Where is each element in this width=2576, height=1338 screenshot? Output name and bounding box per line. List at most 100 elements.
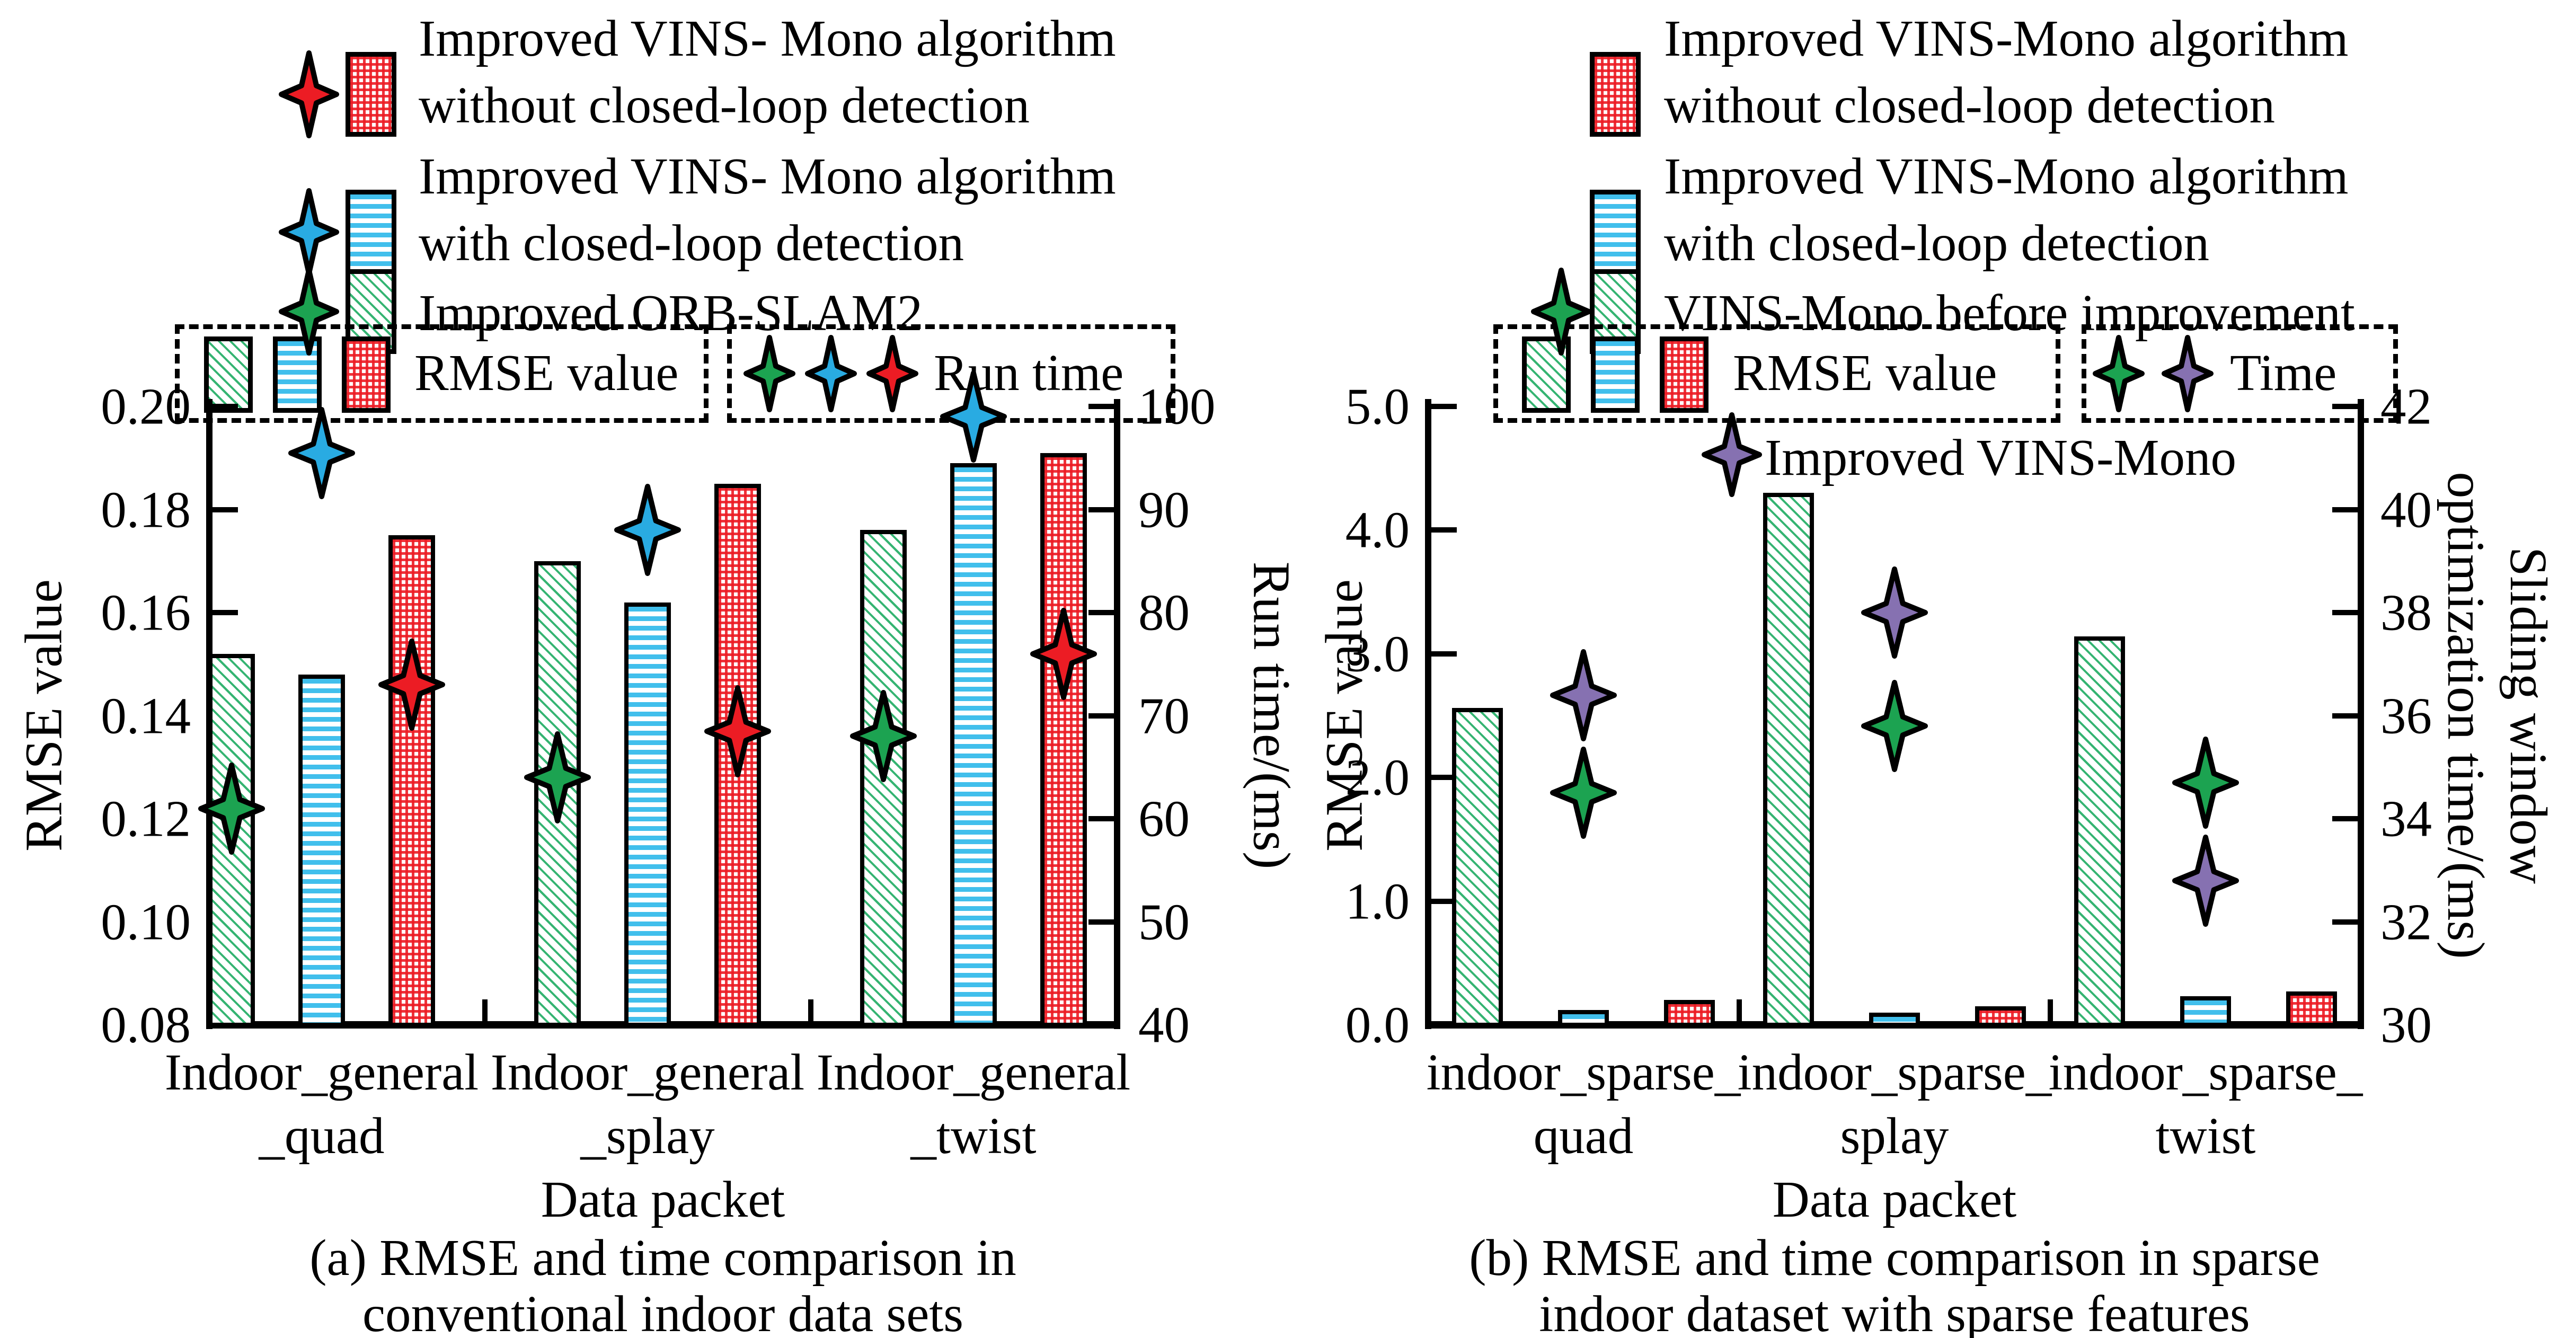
bar-cyan-horizontal-indoor_sparse_splay: [1869, 1012, 1920, 1027]
ytick-label-left-b: 0.0: [1345, 996, 1410, 1053]
xtick-label-a-line2: _quad: [259, 1107, 385, 1164]
red-star-marker-Indoor_general_twist-shape: [1030, 607, 1097, 700]
bar-green-diagonal-Indoor_general_quad: [208, 653, 255, 1027]
bar-green-diagonal-indoor_sparse_splay: [1763, 493, 1814, 1027]
xtick-label-b-line1: indoor_sparse_: [1737, 1044, 2052, 1101]
bar-red-crosshatch-indoor_sparse_twist: [2286, 991, 2337, 1027]
ytick-left-b: [1431, 404, 1457, 409]
bar-red-crosshatch-Indoor_general_twist: [1040, 453, 1087, 1027]
legend-red-star-icon: [279, 50, 339, 138]
ytick-label-left-b: 2.0: [1345, 749, 1410, 806]
runtime-box-green-star-icon: [743, 335, 795, 412]
blue-star-marker-Indoor_general_quad-shape: [288, 406, 355, 499]
improved-vins-mono-star-icon-shape: [1702, 412, 1762, 497]
purple-star-marker-indoor_sparse_splay-shape: [1861, 566, 1928, 659]
ytick-label-right-b: 30: [2380, 996, 2432, 1053]
purple-star-marker-indoor_sparse_twist: [2172, 834, 2239, 927]
red-star-marker-Indoor_general_twist: [1030, 607, 1097, 700]
legend-label: Improved VINS-Mono algorithm: [1664, 148, 2349, 205]
ytick-right-a: [1088, 816, 1114, 821]
ytick-label-left-b: 1.0: [1345, 873, 1410, 930]
ytick-label-right-a: 40: [1138, 996, 1190, 1053]
purple-star-marker-indoor_sparse_splay: [1861, 566, 1928, 659]
run-time-box-label-a: Run time: [934, 344, 1124, 401]
legend-entry-without-loop-a: Improved VINS- Mono algorithm without cl…: [419, 5, 1116, 139]
blue-star-marker-Indoor_general_splay-shape: [614, 484, 681, 577]
rmse-box-label-b: RMSE value: [1733, 344, 1997, 401]
green-star-marker-indoor_sparse_quad-shape: [1550, 747, 1617, 839]
ytick-label-left-b: 5.0: [1345, 378, 1410, 435]
ytick-left-a: [213, 507, 238, 512]
bar-green-diagonal-indoor_sparse_quad: [1452, 708, 1503, 1027]
xtick-label-b-line1: indoor_sparse_: [1426, 1044, 1741, 1101]
improved-vins-mono-star-icon: [1702, 412, 1762, 497]
ytick-right-b: [2332, 713, 2358, 719]
rmse-value-box-b: [1493, 324, 2060, 423]
ytick-right-a: [1088, 610, 1114, 615]
xtick-boundary-a: [482, 999, 488, 1022]
time-box-purple-star-icon: [2162, 335, 2214, 412]
red-star-marker-Indoor_general_quad-shape: [378, 639, 445, 731]
ytick-label-right-a: 80: [1138, 584, 1190, 641]
time-box-green-star-icon-shape: [2093, 335, 2145, 412]
box-swatch-green-a: [204, 336, 253, 413]
rmse-box-label-a: RMSE value: [414, 344, 679, 401]
ytick-left-b: [1431, 527, 1457, 533]
purple-star-marker-indoor_sparse_twist-shape: [2172, 834, 2239, 927]
bar-red-crosshatch-Indoor_general_quad: [388, 535, 435, 1027]
legend-label: without closed-loop detection: [419, 77, 1030, 134]
ytick-label-left-a: 0.12: [101, 790, 191, 847]
xtick-label-b-line2: twist: [2155, 1107, 2256, 1164]
bar-red-crosshatch-indoor_sparse_quad: [1664, 1000, 1715, 1027]
xlabel-b: Data packet: [1772, 1171, 2017, 1228]
legend-label: VINS-Mono before improvement: [1664, 285, 2355, 341]
xtick-label-b-line2: quad: [1533, 1107, 1634, 1164]
ytick-left-a: [213, 610, 238, 615]
xtick-label-a-line2: _splay: [580, 1107, 715, 1164]
ytick-label-left-a: 0.18: [101, 481, 191, 538]
xtick-label-b-line1: indoor_sparse_: [2048, 1044, 2363, 1101]
green-star-marker-Indoor_general_twist-shape: [850, 690, 917, 783]
green-star-marker-indoor_sparse_splay-shape: [1861, 679, 1928, 772]
caption-a-line2: conventional indoor data sets: [362, 1286, 964, 1338]
ytick-right-a: [1088, 919, 1114, 925]
time-box-label-b: Time: [2230, 344, 2337, 401]
purple-star-marker-indoor_sparse_quad-shape: [1550, 649, 1617, 741]
ytick-label-right-a: 50: [1138, 893, 1190, 950]
box-swatch-cyan-b: [1591, 336, 1640, 413]
green-star-marker-Indoor_general_quad: [198, 762, 265, 855]
blue-star-marker-Indoor_general_splay: [614, 484, 681, 577]
ytick-label-left-a: 0.14: [101, 687, 191, 744]
box-swatch-red-a: [342, 336, 391, 413]
red-star-marker-Indoor_general_quad: [378, 639, 445, 731]
ytick-label-left-b: 3.0: [1345, 625, 1410, 683]
xtick-label-a-line1: Indoor_general: [164, 1044, 479, 1101]
runtime-box-blue-star-icon-shape: [805, 335, 857, 412]
legend-label: with closed-loop detection: [1664, 215, 2210, 271]
ytick-right-a: [1088, 404, 1114, 409]
xtick-label-a-line2: _twist: [910, 1107, 1037, 1164]
legend-green-star-icon-b: [1531, 268, 1591, 356]
box-swatch-cyan-a: [273, 336, 322, 413]
rmse-value-box-a: [175, 324, 709, 423]
legend-label: Improved VINS-Mono algorithm: [1664, 10, 2349, 67]
ytick-label-right-a: 90: [1138, 481, 1190, 538]
ytick-right-a: [1088, 1022, 1114, 1027]
bar-red-crosshatch-indoor_sparse_splay: [1975, 1006, 2026, 1027]
legend-green-star-icon: [279, 268, 339, 356]
legend-swatch-red-b: [1590, 52, 1641, 137]
xtick-label-a-line1: Indoor_general: [816, 1044, 1131, 1101]
ytick-label-right-b: 34: [2380, 790, 2432, 847]
ytick-right-b: [2332, 610, 2358, 615]
green-star-marker-Indoor_general_splay: [524, 731, 591, 824]
green-star-marker-indoor_sparse_splay: [1861, 679, 1928, 772]
green-star-marker-indoor_sparse_twist: [2172, 736, 2239, 829]
legend-red-star-icon-shape: [279, 50, 339, 138]
time-box-b: [2082, 324, 2398, 423]
ytick-right-b: [2332, 1022, 2358, 1027]
legend-label: without closed-loop detection: [1664, 77, 2275, 134]
bar-cyan-horizontal-Indoor_general_quad: [298, 674, 345, 1027]
xlabel-a: Data packet: [541, 1171, 785, 1228]
time-box-green-star-icon: [2093, 335, 2145, 412]
